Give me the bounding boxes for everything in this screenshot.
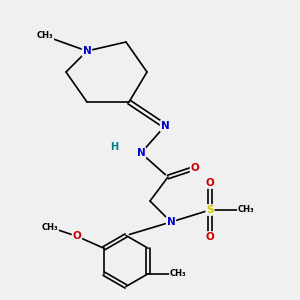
Text: N: N — [82, 46, 91, 56]
Text: O: O — [206, 178, 214, 188]
Text: H: H — [110, 142, 118, 152]
Text: CH₃: CH₃ — [238, 206, 254, 214]
Text: CH₃: CH₃ — [37, 32, 53, 40]
Text: O: O — [206, 232, 214, 242]
Text: O: O — [190, 163, 200, 173]
Text: N: N — [136, 148, 146, 158]
Text: CH₃: CH₃ — [42, 223, 58, 232]
Text: CH₃: CH₃ — [170, 269, 186, 278]
Text: N: N — [160, 121, 169, 131]
Text: O: O — [73, 231, 81, 241]
Text: N: N — [167, 217, 176, 227]
Text: S: S — [206, 205, 214, 215]
